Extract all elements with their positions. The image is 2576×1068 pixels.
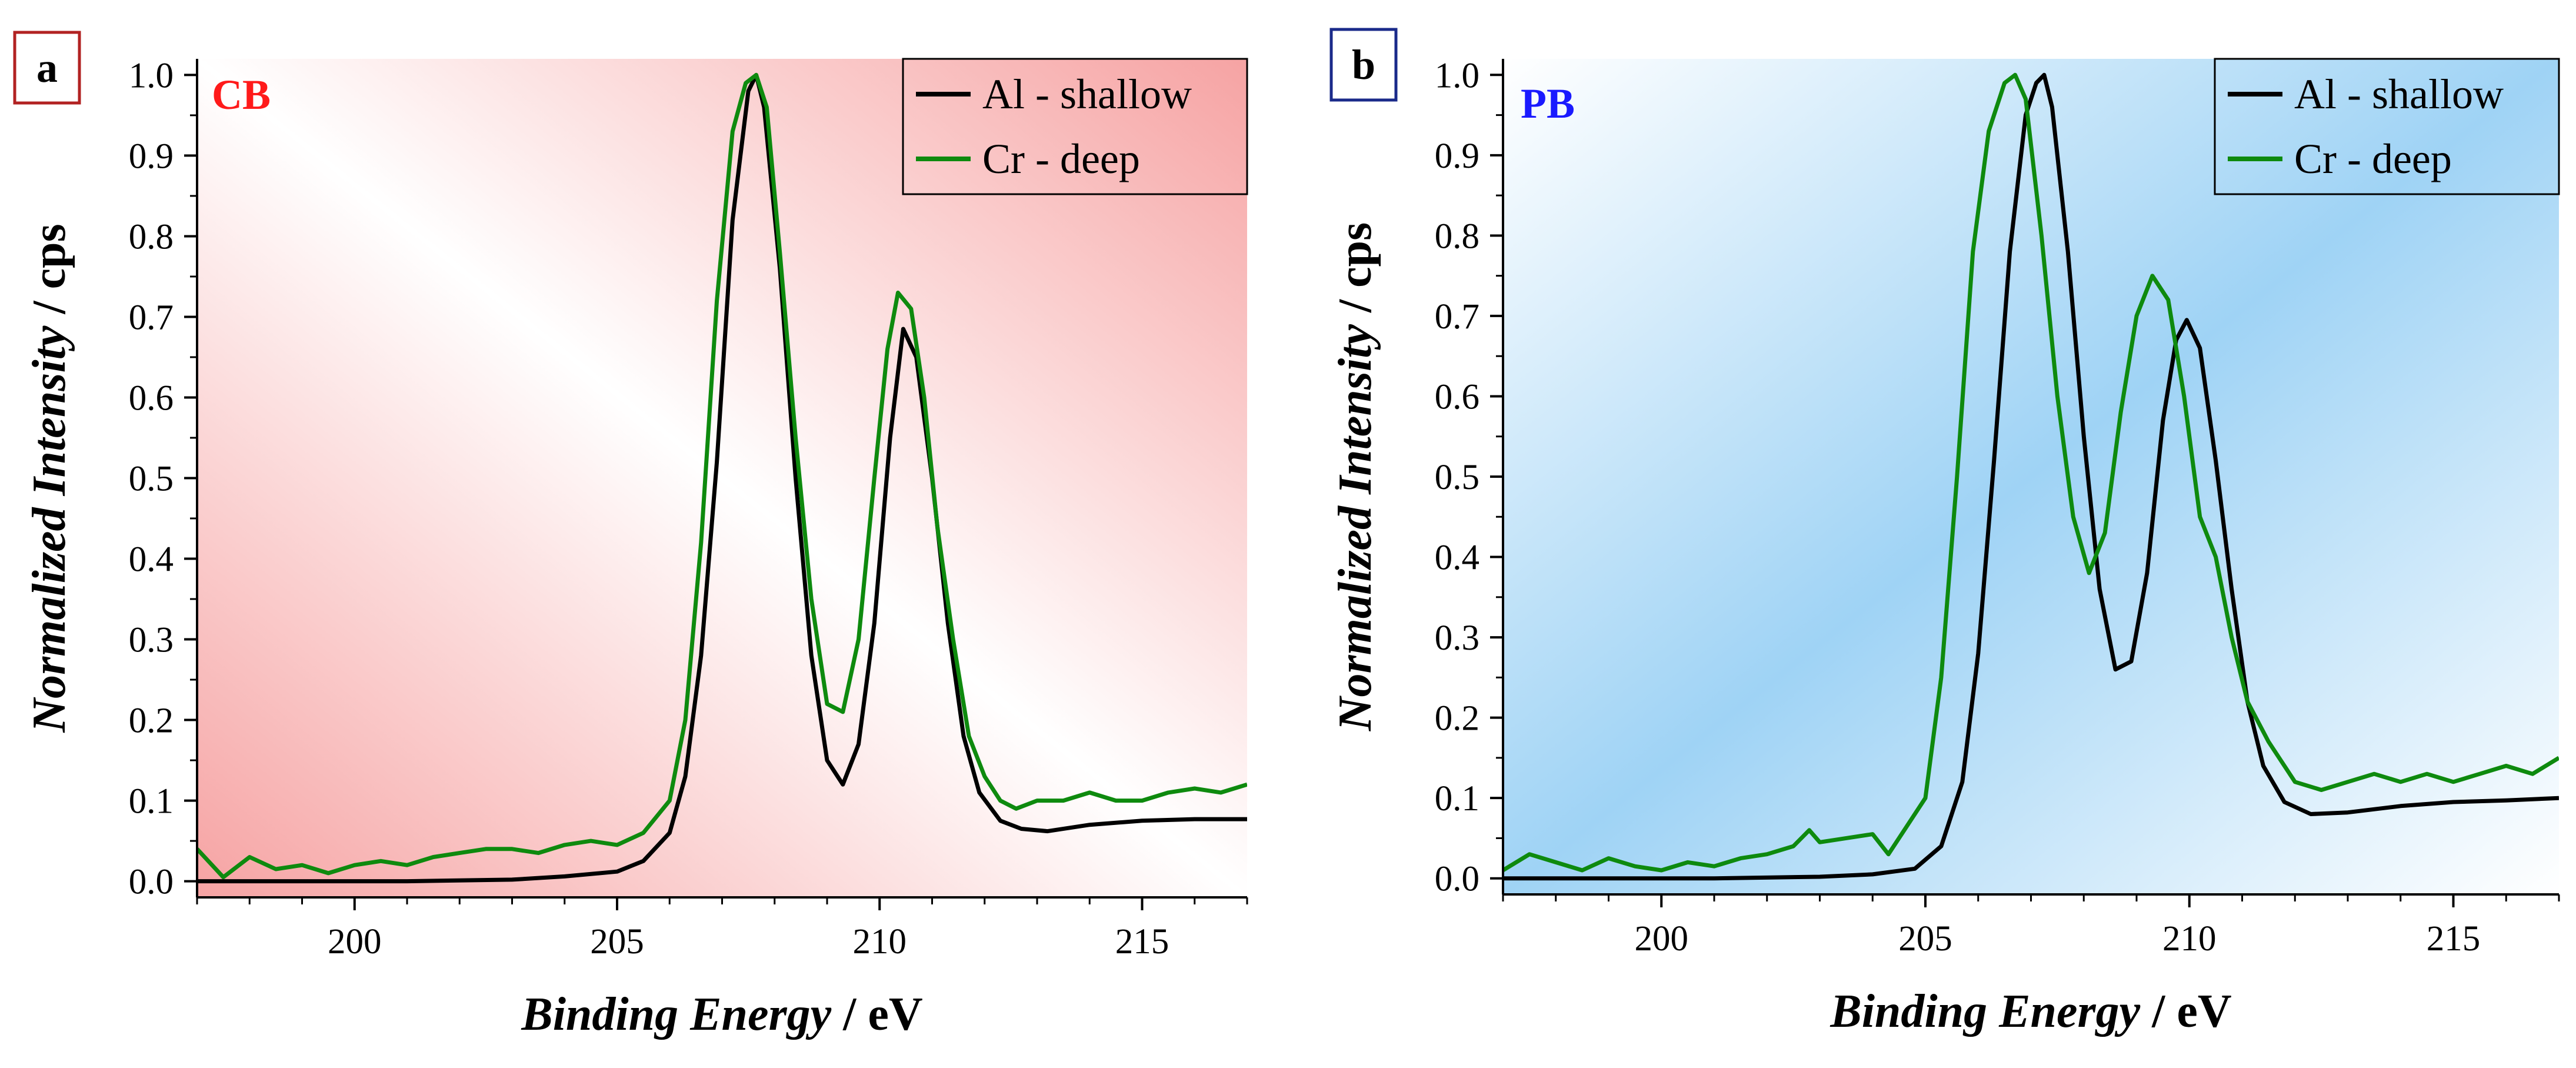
chart-a: 0.0 0.1 0.2 0.3 0.4 0.5 0.6 0.7 0.8 0.9 1.0 200 205 2…	[13, 31, 1248, 1040]
x-tick-label: 210	[2162, 919, 2217, 959]
y-tick-label: 0.6	[1435, 377, 1479, 417]
x-axis-title: Binding Energy / eV	[521, 989, 922, 1040]
plot-background	[197, 59, 1247, 897]
y-tick-label: 0.9	[129, 137, 174, 176]
y-tick-label: 0.6	[129, 378, 174, 418]
legend-box	[2214, 58, 2560, 195]
y-axis-title: Normalized Intensity / cps	[24, 224, 75, 733]
panel-letter: b	[1352, 41, 1375, 88]
panel-b: 0.0 0.1 0.2 0.3 0.4 0.5 0.6 0.7 0.8 0.9 1.0 200 205 2…	[1288, 0, 2576, 1068]
plot-background	[1503, 59, 2559, 894]
y-tick-label: 0.4	[1435, 538, 1479, 578]
y-tick-label: 0.0	[129, 863, 174, 902]
series-line-cr-deep	[1503, 72, 2559, 873]
x-axis-title: Binding Energy / eV	[1829, 986, 2231, 1037]
sample-tag: CB	[212, 71, 271, 118]
series-line-cr-deep	[197, 72, 1247, 880]
legend-label: Al - shallow	[2294, 71, 2504, 118]
y-tick-label: 1.0	[129, 56, 174, 95]
y-tick-label: 0.9	[1435, 137, 1479, 176]
y-axis-title: Normalized Intensity / cps	[1329, 222, 1381, 732]
x-tick-label: 215	[2427, 919, 2481, 959]
y-tick-label: 0.7	[1435, 297, 1479, 337]
panel-letter: a	[36, 44, 58, 91]
y-tick-label: 0.8	[1435, 217, 1479, 256]
panel-label-box	[1329, 28, 1398, 102]
y-tick-label: 0.3	[1435, 618, 1479, 658]
panel-label-box	[13, 31, 81, 105]
series-line-al-shallow	[197, 72, 1247, 884]
chart-b: 0.0 0.1 0.2 0.3 0.4 0.5 0.6 0.7 0.8 0.9 1.0 200 205 2…	[1329, 28, 2560, 1037]
sample-tag: PB	[1521, 80, 1575, 127]
y-tick-label: 0.2	[129, 701, 174, 741]
x-tick-label: 215	[1115, 922, 1169, 961]
y-tick-label: 0.1	[129, 782, 174, 821]
x-tick-label: 200	[328, 922, 382, 961]
y-tick-label: 0.5	[1435, 458, 1479, 497]
x-tick-label: 205	[1898, 919, 1952, 959]
y-tick-label: 0.7	[129, 298, 174, 337]
legend-label: Cr - deep	[982, 135, 1140, 182]
y-tick-label: 0.5	[129, 460, 174, 499]
y-tick-label: 0.8	[129, 217, 174, 257]
y-tick-label: 0.4	[129, 540, 174, 580]
legend-label: Cr - deep	[2294, 135, 2452, 182]
y-tick-label: 0.0	[1435, 860, 1479, 899]
legend-box	[902, 58, 1248, 195]
legend-label: Al - shallow	[982, 71, 1192, 118]
x-tick-label: 210	[853, 922, 907, 961]
y-tick-label: 0.1	[1435, 779, 1479, 819]
y-tick-label: 1.0	[1435, 56, 1479, 95]
y-tick-label: 0.2	[1435, 699, 1479, 738]
series-line-al-shallow	[1503, 72, 2559, 881]
x-tick-label: 200	[1635, 919, 1689, 959]
x-tick-label: 205	[590, 922, 644, 961]
y-tick-label: 0.3	[129, 621, 174, 660]
panel-a: 0.0 0.1 0.2 0.3 0.4 0.5 0.6 0.7 0.8 0.9 1.0 200 205 2…	[13, 31, 1248, 1040]
